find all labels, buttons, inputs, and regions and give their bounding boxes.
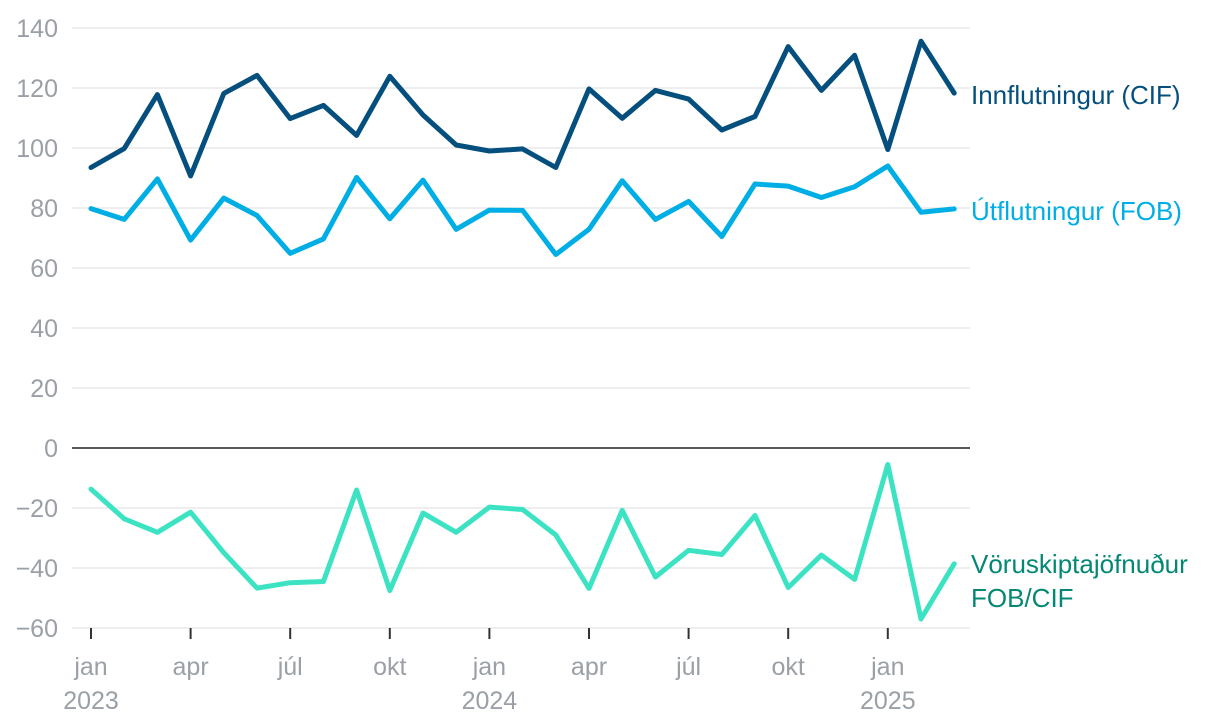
x-tick-label: okt xyxy=(373,653,406,681)
y-tick-label: −60 xyxy=(16,615,58,643)
series-line-0 xyxy=(88,38,957,179)
x-tick-label: júl xyxy=(277,653,303,681)
x-axis: jan 2023 apr júl okt jan 2024 apr júl okt jan 2025 xyxy=(63,628,916,715)
x-tick-year-label: 2024 xyxy=(462,687,518,715)
series-line-1 xyxy=(88,163,957,257)
x-tick-year-label: 2023 xyxy=(63,687,119,715)
y-tick-label: 60 xyxy=(30,255,58,283)
y-tick-label: 40 xyxy=(30,315,58,343)
y-tick-label: 20 xyxy=(30,375,58,403)
x-tick-label: jan xyxy=(73,653,107,681)
series-line-2 xyxy=(88,462,957,622)
x-tick-label: apr xyxy=(173,653,209,681)
series-label-voruskiptajofnudur-line2: FOB/CIF xyxy=(971,583,1074,613)
series-lines xyxy=(88,38,957,622)
series-label-innflutningur: Innflutningur (CIF) xyxy=(971,80,1181,110)
series-labels: Innflutningur (CIF) Útflutningur (FOB) Vör… xyxy=(971,80,1188,613)
y-tick-label: 80 xyxy=(30,195,58,223)
y-tick-label: 100 xyxy=(16,135,58,163)
gridlines xyxy=(72,27,970,629)
y-tick-label: −40 xyxy=(16,555,58,583)
y-tick-label: 140 xyxy=(16,15,58,43)
y-tick-label: 0 xyxy=(44,435,58,463)
x-tick-year-label: 2025 xyxy=(860,687,916,715)
y-tick-label: −20 xyxy=(16,495,58,523)
y-axis: 140 120 100 80 60 40 20 0 −20 −40 −60 xyxy=(16,15,58,643)
x-tick-label: júl xyxy=(675,653,701,681)
series-label-utflutningur: Útflutningur (FOB) xyxy=(971,196,1182,226)
x-tick-label: jan xyxy=(870,653,904,681)
x-tick-label: apr xyxy=(571,653,607,681)
series-label-voruskiptajofnudur-line1: Vöruskiptajöfnuður xyxy=(971,549,1188,579)
x-tick-label: jan xyxy=(472,653,506,681)
y-tick-label: 120 xyxy=(16,75,58,103)
x-tick-label: okt xyxy=(772,653,805,681)
